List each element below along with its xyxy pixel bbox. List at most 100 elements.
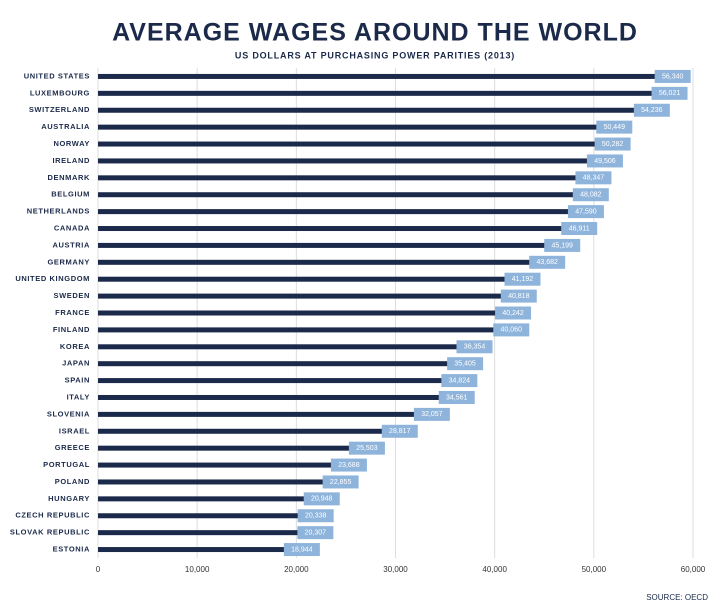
value-label: 25,503	[356, 445, 378, 452]
value-label-box	[493, 323, 530, 337]
y-tick-label: AUSTRIA	[52, 240, 90, 249]
bar	[98, 310, 498, 316]
y-tick-label: SWITZERLAND	[29, 105, 90, 114]
value-label-box	[561, 222, 598, 236]
value-label-box	[504, 272, 541, 286]
value-label: 20,338	[305, 513, 327, 520]
y-tick-label: NORWAY	[53, 139, 90, 148]
y-tick-label: CANADA	[54, 224, 90, 233]
value-label-box	[495, 306, 532, 320]
bar	[98, 344, 459, 350]
value-label: 18,944	[291, 546, 313, 553]
x-tick-label: 10,000	[185, 565, 210, 574]
bar	[98, 394, 441, 400]
value-label-box	[297, 526, 334, 540]
value-label-box	[596, 120, 633, 134]
value-label-box	[413, 407, 450, 421]
y-tick-label: ITALY	[67, 392, 90, 401]
y-tick-label: JAPAN	[62, 359, 90, 368]
y-tick-label: FINLAND	[53, 325, 90, 334]
bar	[98, 73, 657, 79]
y-tick-label: ESTONIA	[53, 545, 90, 554]
value-label: 23,688	[338, 462, 360, 469]
x-tick-label: 30,000	[383, 565, 408, 574]
x-tick-label: 40,000	[482, 565, 507, 574]
bar	[98, 293, 503, 299]
value-label-box	[651, 86, 688, 100]
value-label-box	[322, 475, 359, 489]
bar	[98, 411, 416, 417]
chart-title: AVERAGE WAGES AROUND THE WORLD	[112, 19, 638, 47]
bar	[98, 124, 599, 130]
value-label-box	[567, 205, 604, 219]
y-tick-label: IRELAND	[52, 156, 90, 165]
value-label: 50,449	[604, 124, 626, 131]
y-tick-label: PORTUGAL	[43, 460, 90, 469]
value-label-box	[330, 458, 367, 472]
bar	[98, 209, 570, 215]
value-label-box	[297, 509, 334, 523]
bar	[98, 259, 532, 265]
y-tick-label: KOREA	[60, 342, 90, 351]
value-label: 40,060	[501, 327, 523, 334]
value-label: 20,948	[311, 496, 333, 503]
x-tick-label: 50,000	[582, 565, 607, 574]
value-label-box	[381, 424, 418, 438]
y-tick-label: BELGIUM	[51, 190, 90, 199]
value-label-box	[575, 171, 612, 185]
y-tick-label: GREECE	[55, 443, 90, 452]
value-label: 34,561	[446, 394, 468, 401]
y-tick-label: SLOVAK REPUBLIC	[10, 528, 90, 537]
bar	[98, 547, 286, 553]
value-label-box	[544, 238, 581, 252]
source: SOURCE: OECD	[646, 593, 708, 602]
value-label: 36,354	[464, 344, 486, 351]
bar	[98, 445, 351, 451]
value-label-box	[529, 255, 566, 269]
value-label: 43,682	[536, 259, 558, 266]
x-tick-label: 0	[96, 565, 101, 574]
value-label-box	[594, 137, 631, 151]
value-label: 34,824	[449, 377, 471, 384]
y-tick-label: LUXEMBOURG	[30, 88, 90, 97]
value-label-box	[654, 69, 691, 83]
y-tick-label: UNITED STATES	[24, 71, 90, 80]
bar	[98, 192, 575, 198]
value-label-box	[438, 390, 475, 404]
value-label-box	[633, 103, 670, 117]
bar	[98, 513, 300, 519]
value-label-box	[348, 441, 385, 455]
y-tick-label: AUSTRALIA	[41, 122, 90, 131]
value-label-box	[283, 543, 320, 557]
y-tick-label: ISRAEL	[59, 426, 90, 435]
y-tick-label: GERMANY	[47, 257, 90, 266]
value-label: 28,817	[389, 428, 411, 435]
value-label-box	[456, 340, 493, 354]
bar	[98, 276, 507, 282]
bar	[98, 158, 589, 164]
y-tick-label: HUNGARY	[48, 494, 90, 503]
value-label: 56,340	[662, 73, 684, 80]
bar	[98, 107, 636, 113]
value-label: 45,199	[552, 242, 574, 249]
bar	[98, 428, 384, 434]
value-label-box	[586, 154, 623, 168]
bar	[98, 226, 564, 232]
y-tick-label: CZECH REPUBLIC	[15, 511, 90, 520]
value-label: 47,590	[575, 208, 597, 215]
bar	[98, 141, 597, 147]
y-tick-label: POLAND	[55, 477, 90, 486]
bar	[98, 530, 300, 536]
value-label: 54,236	[641, 107, 663, 114]
value-label: 56,021	[659, 90, 681, 97]
value-label: 22,855	[330, 479, 352, 486]
y-tick-label: SLOVENIA	[47, 409, 90, 418]
chart-subtitle: US DOLLARS AT PURCHASING POWER PARITIES …	[235, 50, 515, 60]
value-label: 40,242	[502, 310, 524, 317]
y-tick-label: UNITED KINGDOM	[15, 274, 90, 283]
bar	[98, 242, 547, 248]
y-tick-label: FRANCE	[55, 308, 90, 317]
value-label: 20,307	[305, 529, 327, 536]
value-label: 32,057	[421, 411, 443, 418]
